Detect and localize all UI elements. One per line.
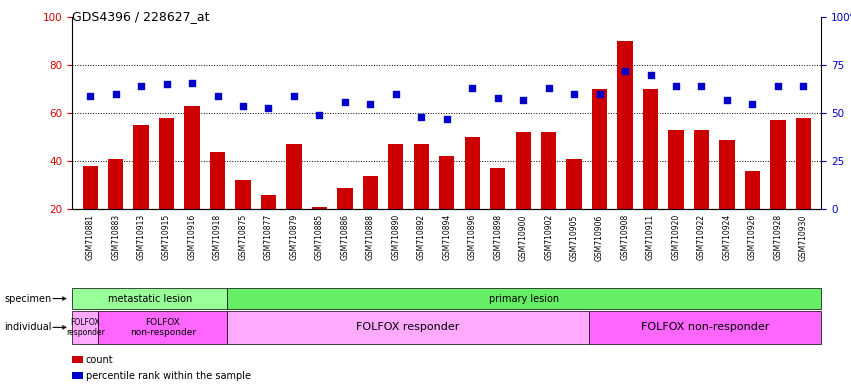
Bar: [643, 89, 658, 209]
Point: [568, 91, 581, 97]
Point: [237, 103, 250, 109]
Text: FOLFOX
non-responder: FOLFOX non-responder: [129, 318, 196, 337]
Text: percentile rank within the sample: percentile rank within the sample: [86, 371, 251, 381]
Bar: [98, 311, 227, 344]
Text: GDS4396 / 228627_at: GDS4396 / 228627_at: [72, 10, 210, 23]
Text: specimen: specimen: [4, 293, 52, 304]
Bar: [745, 171, 760, 209]
Text: FOLFOX
responder: FOLFOX responder: [66, 318, 105, 337]
Text: FOLFOX non-responder: FOLFOX non-responder: [641, 322, 769, 333]
Bar: [516, 132, 531, 209]
Point: [134, 83, 148, 89]
Bar: [770, 121, 785, 209]
Point: [338, 99, 351, 105]
Point: [287, 93, 300, 99]
Point: [211, 93, 225, 99]
Point: [619, 68, 632, 74]
Bar: [592, 89, 608, 209]
Bar: [227, 288, 821, 309]
Point: [83, 93, 97, 99]
Point: [720, 97, 734, 103]
Bar: [363, 176, 378, 209]
Bar: [694, 130, 709, 209]
Point: [643, 72, 657, 78]
Bar: [465, 137, 480, 209]
Bar: [388, 144, 403, 209]
Bar: [668, 130, 683, 209]
Point: [694, 83, 708, 89]
Bar: [72, 288, 227, 309]
Point: [745, 101, 759, 107]
Point: [517, 97, 530, 103]
Text: metastatic lesion: metastatic lesion: [108, 293, 192, 304]
Bar: [236, 180, 251, 209]
Bar: [490, 169, 505, 209]
Point: [363, 101, 377, 107]
Bar: [134, 125, 149, 209]
Point: [771, 83, 785, 89]
Bar: [210, 152, 226, 209]
Bar: [185, 106, 200, 209]
Bar: [159, 118, 174, 209]
Bar: [286, 144, 301, 209]
Bar: [589, 311, 821, 344]
Point: [186, 79, 199, 86]
Point: [669, 83, 683, 89]
Bar: [567, 159, 582, 209]
Bar: [541, 132, 557, 209]
Point: [312, 112, 326, 118]
Point: [593, 91, 607, 97]
Point: [109, 91, 123, 97]
Bar: [796, 118, 811, 209]
Point: [414, 114, 428, 120]
Point: [491, 95, 505, 101]
Bar: [227, 311, 589, 344]
Point: [440, 116, 454, 122]
Point: [797, 83, 810, 89]
Bar: [337, 188, 352, 209]
Bar: [72, 311, 98, 344]
Bar: [83, 166, 98, 209]
Text: individual: individual: [4, 322, 52, 333]
Text: primary lesion: primary lesion: [489, 293, 559, 304]
Point: [160, 81, 174, 88]
Bar: [414, 144, 429, 209]
Bar: [260, 195, 276, 209]
Text: FOLFOX responder: FOLFOX responder: [357, 322, 460, 333]
Bar: [439, 157, 454, 209]
Bar: [618, 41, 633, 209]
Text: count: count: [86, 355, 113, 365]
Point: [542, 85, 556, 91]
Bar: [719, 140, 734, 209]
Bar: [108, 159, 123, 209]
Point: [465, 85, 479, 91]
Point: [261, 104, 275, 111]
Bar: [311, 207, 327, 209]
Point: [389, 91, 403, 97]
